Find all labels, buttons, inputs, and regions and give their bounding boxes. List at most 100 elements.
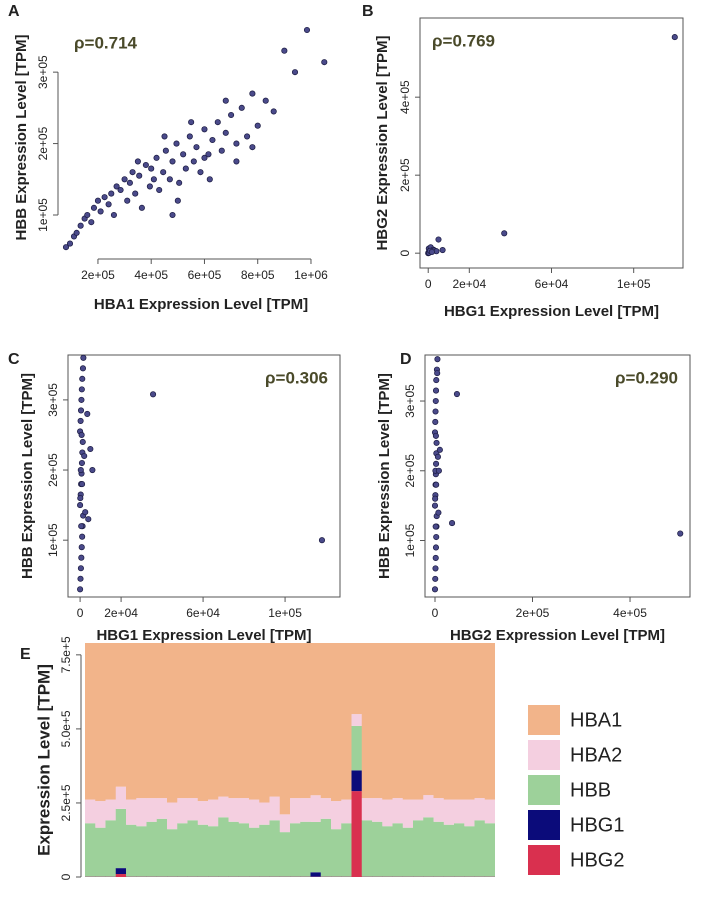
point <box>77 565 84 572</box>
bar-segment <box>331 643 342 802</box>
bar-segment <box>300 821 311 877</box>
x-tick-label: 4e+05 <box>613 606 647 620</box>
x-tick-label: 2e+04 <box>452 277 486 291</box>
point <box>73 229 80 236</box>
bar-segment <box>115 643 127 787</box>
bar-segment <box>269 796 281 821</box>
bar-segment <box>320 643 332 799</box>
bar-segment <box>218 796 229 818</box>
point <box>126 179 133 186</box>
bar-segment <box>95 827 106 877</box>
point <box>77 495 84 502</box>
point <box>108 190 115 197</box>
point <box>62 244 70 251</box>
bar-segment <box>197 824 209 877</box>
point <box>218 147 225 154</box>
bar-segment <box>238 643 250 799</box>
bar-segment <box>177 798 188 824</box>
point <box>77 407 85 414</box>
point <box>87 445 94 453</box>
x-axis-label: HBG2 Expression Level [TPM] <box>450 627 665 644</box>
x-tick-label: 1e+05 <box>617 277 651 291</box>
plot-frame <box>419 17 684 269</box>
bar-segment <box>382 643 393 800</box>
point <box>432 495 439 502</box>
bar-segment <box>105 643 117 800</box>
bar-segment <box>484 799 495 824</box>
point <box>101 194 108 201</box>
bar-segment <box>310 795 322 822</box>
bar-segment <box>197 643 209 802</box>
point <box>78 481 86 488</box>
y-tick-label: 3e+05 <box>46 383 60 417</box>
bar-segment <box>187 820 199 877</box>
rho-annotation: ρ=0.714 <box>74 33 138 52</box>
point <box>431 586 439 593</box>
point <box>428 248 435 256</box>
x-tick-label: 6e+04 <box>535 277 569 291</box>
bar-segment <box>423 643 434 796</box>
bar-segment <box>351 770 363 792</box>
x-axis-label: HBG1 Expression Level [TPM] <box>444 303 659 320</box>
legend-label: HBA2 <box>570 744 622 766</box>
bar-segment <box>361 798 373 821</box>
bar-segment <box>474 820 486 877</box>
point <box>186 133 193 140</box>
y-axis-label: HBB Expression Level [TPM] <box>19 373 36 579</box>
x-tick-label: 1e+06 <box>294 268 328 282</box>
point <box>79 533 86 540</box>
point <box>84 410 91 417</box>
bar-segment <box>126 824 137 877</box>
point <box>303 26 311 34</box>
y-axis-label: HBB Expression Level [TPM] <box>13 35 30 241</box>
point <box>110 211 117 219</box>
point <box>671 34 678 41</box>
point <box>77 586 84 593</box>
point <box>249 90 256 97</box>
bar-segment <box>85 643 96 800</box>
point <box>233 158 240 165</box>
point <box>176 179 183 186</box>
bar-segment <box>382 799 393 827</box>
bar-segment <box>392 798 404 824</box>
bar-segment <box>464 799 475 827</box>
bar-segment <box>351 725 363 771</box>
y-tick-label: 2e+05 <box>36 126 50 160</box>
point <box>677 530 684 537</box>
point <box>270 108 277 115</box>
point <box>318 537 326 544</box>
point <box>113 183 120 190</box>
point <box>153 154 160 161</box>
bar-segment <box>413 799 424 821</box>
bar-segment <box>310 872 322 877</box>
point <box>205 151 212 158</box>
bar-segment <box>474 643 486 799</box>
bar-segment <box>443 643 455 800</box>
panel-letter: D <box>400 351 412 368</box>
legend-label: HBG2 <box>570 849 624 871</box>
point <box>209 136 216 144</box>
point <box>431 502 439 509</box>
bar-segment <box>361 643 373 799</box>
point <box>249 144 256 151</box>
point <box>77 575 84 582</box>
bar-segment <box>85 823 96 877</box>
point <box>432 523 439 530</box>
point <box>173 140 180 147</box>
point <box>228 111 235 119</box>
bar-segment <box>126 643 137 800</box>
point <box>162 147 169 154</box>
legend-swatch <box>528 705 560 735</box>
x-tick-label: 1e+05 <box>268 606 302 620</box>
bar-segment <box>136 798 147 827</box>
point <box>129 169 136 176</box>
x-tick-label: 0 <box>77 606 84 620</box>
point <box>435 236 442 243</box>
bar-segment <box>433 798 445 822</box>
point <box>80 354 87 361</box>
bar-segment <box>136 643 147 799</box>
bar-segment <box>372 643 383 799</box>
x-tick-label: 2e+04 <box>104 606 138 620</box>
bar-segment <box>259 643 270 803</box>
y-tick-label: 0 <box>398 250 412 257</box>
